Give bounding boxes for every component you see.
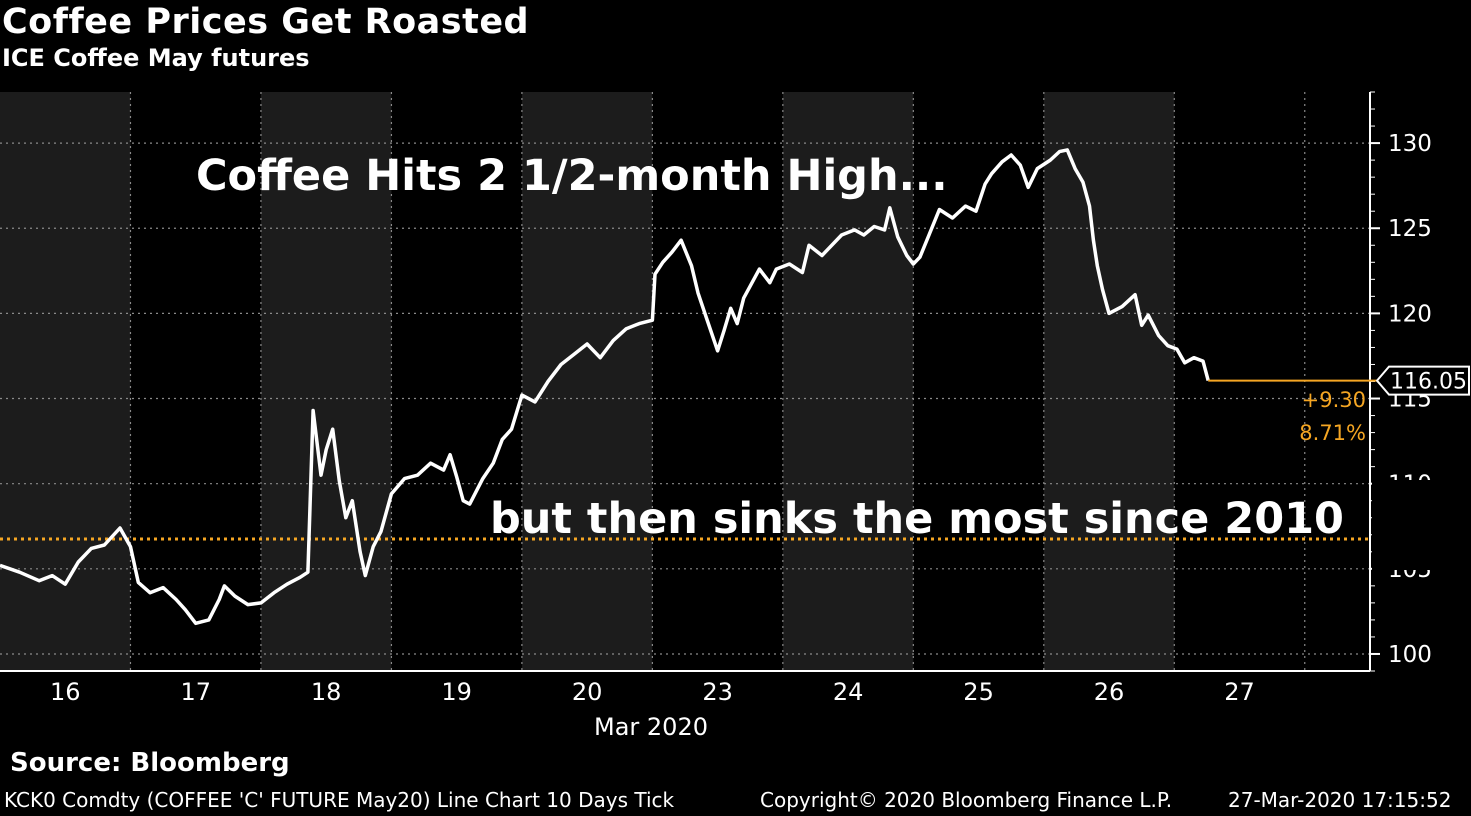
x-tick-label: 23 (702, 678, 733, 706)
chart-subtitle: ICE Coffee May futures (2, 44, 310, 72)
price-chart: 100105110115120125130 161718192023242526… (0, 91, 1471, 741)
x-tick-label: 25 (963, 678, 994, 706)
security-description: KCK0 Comdty (COFFEE 'C' FUTURE May20) Li… (4, 788, 675, 812)
x-tick-label: 18 (311, 678, 342, 706)
x-tick-label: 17 (180, 678, 211, 706)
change-points-label: +9.30 (1302, 388, 1366, 412)
chart-title: Coffee Prices Get Roasted (2, 2, 530, 42)
x-tick-label: 19 (441, 678, 472, 706)
x-axis-label: Mar 2020 (594, 713, 708, 741)
copyright-notice: Copyright© 2020 Bloomberg Finance L.P. (760, 788, 1173, 812)
timestamp: 27-Mar-2020 17:15:52 (1228, 788, 1452, 812)
y-tick-label: 130 (1388, 131, 1432, 157)
x-tick-label: 20 (572, 678, 603, 706)
y-axis-ticks: 100105110115120125130 (1370, 91, 1432, 672)
price-line-0 (0, 148, 1210, 626)
x-tick-label: 16 (50, 678, 81, 706)
annotation-sinks: but then sinks the most since 2010 (490, 494, 1344, 544)
x-tick-label: 27 (1224, 678, 1255, 706)
source-label: Source: Bloomberg (10, 748, 290, 778)
grid-lines (0, 92, 1370, 671)
session-shading (0, 92, 1175, 671)
session-shade-26 (1043, 92, 1175, 671)
price-series (0, 148, 1380, 626)
x-tick-label: 26 (1094, 678, 1125, 706)
last-price-tag: 116.05 (1375, 365, 1470, 396)
x-axis-ticks: 16 17 18 19 20 23 24 25 26 27 (50, 678, 1255, 706)
annotation-high: Coffee Hits 2 1/2-month High... (196, 151, 948, 201)
y-tick-label: 120 (1388, 301, 1432, 327)
last-price-label: 116.05 (1390, 370, 1467, 395)
session-shade-20 (521, 92, 653, 671)
session-shade-18 (260, 92, 392, 671)
y-tick-label: 125 (1388, 216, 1432, 242)
session-shade-24 (782, 92, 914, 671)
y-tick-label: 100 (1388, 642, 1432, 668)
change-percent-label: 8.71% (1299, 421, 1366, 445)
x-tick-label: 24 (833, 678, 864, 706)
